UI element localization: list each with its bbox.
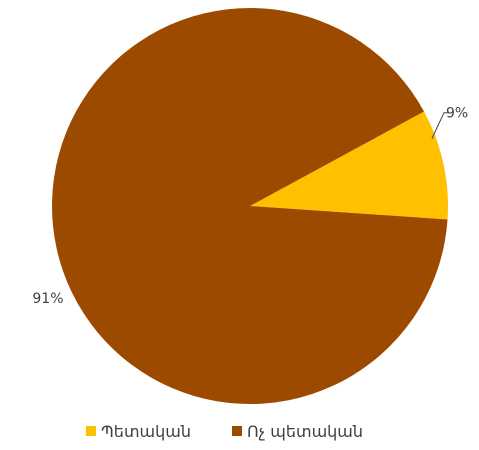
legend: Պետական Ոչ պետական [86,422,363,441]
pie-slices [51,7,448,404]
pie-slice-2 [51,7,448,404]
leader-line-1 [431,112,449,139]
data-label-1: 9% [446,106,468,122]
pie-slice-1 [250,111,448,220]
legend-label-2: Ոչ պետական [247,422,363,441]
data-labels: 9% 91% [32,106,468,307]
legend-swatch-1 [86,426,96,436]
leader-lines [431,112,449,139]
legend-label-1: Պետական [101,422,191,441]
legend-swatch-2 [232,426,242,436]
data-label-2: 91% [32,291,63,307]
